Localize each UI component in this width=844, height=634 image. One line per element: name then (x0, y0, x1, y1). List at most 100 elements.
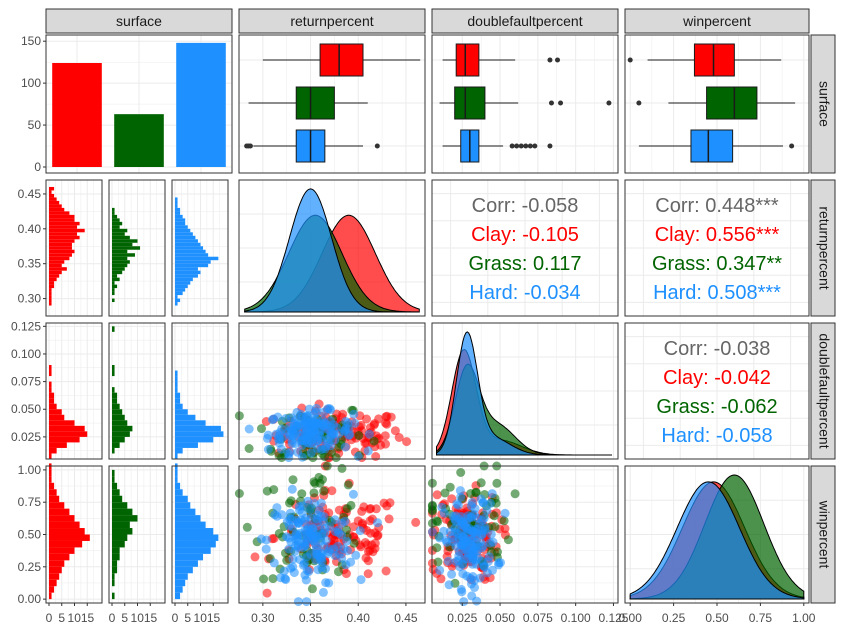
row-strip-label: winpercent (816, 500, 832, 569)
row-strip-label: surface (816, 81, 832, 127)
histogram-bar-grass (112, 239, 138, 243)
histogram-bar-clay (49, 482, 55, 490)
histogram-bar-clay (49, 453, 52, 459)
scatter-point-clay (376, 440, 386, 450)
histogram-bar-hard (175, 476, 178, 483)
row-strip-label: doublefaultpercent (816, 333, 832, 448)
histogram-bar-hard (175, 281, 191, 285)
histogram-bar-hard (175, 560, 198, 567)
x-tick-label: 0 (172, 611, 179, 625)
histogram-bar-grass (112, 387, 115, 393)
scatter-point-grass (242, 522, 252, 532)
histogram-bar-hard (175, 387, 178, 393)
histogram-bar-grass (112, 274, 118, 278)
boxplot-outlier (789, 143, 795, 149)
scatter-point-hard (459, 597, 469, 607)
scatter-point-hard (316, 498, 326, 508)
histogram-bar-clay (49, 592, 52, 600)
y-tick-label: 0.100 (11, 347, 41, 361)
correlation-text: Grass: -0.062 (656, 396, 777, 418)
scatter-point-grass (346, 500, 356, 510)
histogram-bar-clay (49, 573, 60, 580)
scatter-point-clay (362, 414, 371, 424)
row-strip-label: returnpercent (816, 206, 832, 289)
scatter-point-hard (263, 430, 273, 440)
scatter-point-grass (244, 444, 254, 453)
scatter-point-hard (319, 407, 329, 417)
boxplot-box-grass (295, 86, 335, 120)
scatter-point-hard (280, 574, 290, 584)
histogram-bar-clay (49, 469, 52, 477)
scatter-point-hard (269, 414, 278, 424)
correlation-text: Corr: -0.058 (472, 195, 579, 217)
scatter-point-hard (484, 552, 494, 562)
histogram-bar-hard (175, 521, 206, 529)
scatter-point-hard (443, 556, 453, 566)
x-tick-label: 0.050 (485, 611, 515, 625)
scatter-point-hard (282, 532, 291, 542)
histogram-bar-hard (175, 267, 198, 271)
bar-hard (176, 42, 226, 167)
bar-grass (114, 114, 164, 167)
scatter-point-hard (281, 414, 291, 423)
correlation-text: Grass: 0.117 (468, 253, 581, 275)
histogram-bar-clay (49, 403, 57, 410)
histogram-bar-hard (175, 228, 191, 233)
scatter-point-hard (460, 521, 470, 531)
scatter-point-hard (487, 489, 497, 499)
scatter-point-hard (313, 565, 323, 575)
histogram-bar-hard (175, 425, 221, 432)
y-tick-label: 100 (21, 76, 41, 90)
histogram-bar-clay (49, 274, 60, 278)
histogram-bar-grass (112, 573, 115, 580)
scatter-point-hard (310, 499, 320, 508)
histogram-bar-grass (112, 235, 130, 240)
y-tick-label: 1.00 (18, 463, 42, 477)
histogram-bar-hard (175, 207, 181, 212)
scatter-point-hard (470, 583, 479, 592)
scatter-point-hard (356, 575, 366, 585)
correlation-text: Grass: 0.347** (652, 253, 782, 275)
histogram-bar-grass (112, 242, 133, 247)
x-tick-label: 1015 (131, 611, 158, 625)
scatter-point-hard (349, 409, 359, 419)
scatter-point-hard (350, 418, 360, 428)
histogram-bar-hard (175, 246, 204, 250)
scatter-point-hard (272, 503, 282, 513)
histogram-bar-grass (112, 528, 133, 535)
scatter-point-hard (295, 528, 305, 538)
scatter-point-grass (334, 567, 343, 577)
scatter-point-hard (293, 597, 303, 607)
scatter-point-hard (478, 498, 488, 508)
histogram-bar-hard (175, 508, 196, 516)
scatter-point-hard (305, 426, 315, 436)
histogram-bar-hard (175, 221, 186, 226)
histogram-bar-hard (175, 370, 178, 377)
histogram-bar-hard (175, 204, 178, 208)
histogram-panel-border (45, 322, 103, 460)
scatter-point-hard (453, 500, 463, 510)
histogram-bar-clay (49, 242, 72, 247)
scatter-point-hard (313, 517, 323, 527)
scatter-point-hard (271, 429, 281, 439)
histogram-bar-grass (112, 566, 118, 574)
scatter-point-hard (287, 484, 297, 494)
histogram-bar-clay (49, 495, 60, 503)
histogram-bar-hard (175, 592, 181, 600)
x-tick-label: 0.25 (662, 611, 686, 625)
histogram-bar-grass (112, 211, 115, 215)
scatter-point-hard (337, 518, 347, 528)
scatter-point-hard (455, 562, 465, 572)
scatter-point-grass (499, 516, 509, 526)
histogram-bar-clay (49, 295, 52, 299)
scatter-point-grass (343, 480, 353, 490)
histogram-bar-grass (112, 221, 123, 226)
scatter-point-hard (302, 566, 312, 575)
scatter-point-hard (310, 420, 320, 430)
scatter-point-grass (285, 498, 294, 508)
scatter-point-grass (257, 424, 266, 434)
histogram-bar-clay (49, 235, 80, 240)
scatter-point-hard (321, 578, 331, 588)
density-panel-doublefaultpercent-border (431, 322, 619, 460)
